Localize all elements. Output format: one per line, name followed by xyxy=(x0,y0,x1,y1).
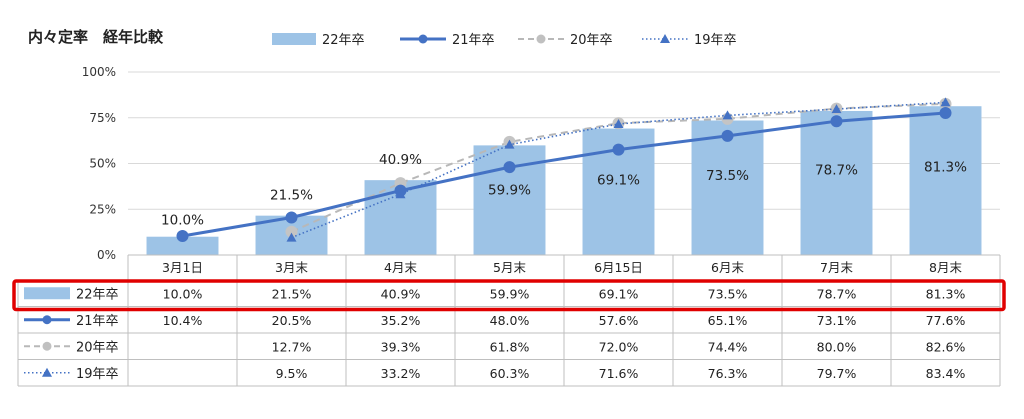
category-label: 3月1日 xyxy=(162,260,203,275)
point xyxy=(176,229,189,242)
table-cell: 21.5% xyxy=(272,286,312,301)
table-cell: 40.9% xyxy=(381,286,421,301)
data-label: 10.0% xyxy=(161,213,204,229)
table-cell: 65.1% xyxy=(708,313,748,328)
data-label: 69.1% xyxy=(597,173,640,189)
table-cell: 61.8% xyxy=(490,339,530,354)
table-cell: 74.4% xyxy=(708,339,748,354)
row-key-marker-icon xyxy=(42,315,52,325)
legend-dotted-line-icon xyxy=(642,33,688,43)
bar xyxy=(691,120,764,256)
bar xyxy=(909,106,982,255)
category-label: 7月末 xyxy=(820,260,853,275)
legend-label-20: 20年卒 xyxy=(570,33,613,48)
table-cell: 77.6% xyxy=(926,313,966,328)
point xyxy=(831,104,842,114)
table-cell: 10.4% xyxy=(163,313,203,328)
category-label: 8月末 xyxy=(929,260,962,275)
point xyxy=(394,184,407,197)
table-cell: 9.5% xyxy=(276,366,308,381)
row-key-bar-icon xyxy=(24,287,70,300)
point xyxy=(503,161,516,174)
y-tick-label: 100% xyxy=(82,65,116,79)
data-label: 81.3% xyxy=(924,160,967,176)
point xyxy=(722,110,733,120)
table-cell: 60.3% xyxy=(490,366,530,381)
category-label: 5月末 xyxy=(493,260,526,275)
row-key-marker-icon xyxy=(42,341,52,351)
highlight-box xyxy=(12,279,1006,312)
table-cell: 12.7% xyxy=(272,339,312,354)
data-label: 21.5% xyxy=(270,188,313,204)
row-label: 21年卒 xyxy=(76,314,119,329)
table-cell: 80.0% xyxy=(817,339,857,354)
y-tick-label: 50% xyxy=(89,157,116,171)
category-label: 6月15日 xyxy=(594,260,643,275)
data-label: 59.9% xyxy=(488,182,531,198)
legend-bar-swatch-icon xyxy=(272,32,316,45)
table-cell: 83.4% xyxy=(926,366,966,381)
table-cell: 10.0% xyxy=(163,286,203,301)
point xyxy=(830,115,843,128)
table-cell: 35.2% xyxy=(381,313,421,328)
row-label: 22年卒 xyxy=(76,287,119,302)
data-label: 40.9% xyxy=(379,152,422,168)
point xyxy=(286,232,297,242)
y-tick-label: 25% xyxy=(89,202,116,216)
bar xyxy=(800,110,873,255)
y-tick-label: 75% xyxy=(89,111,116,125)
table-cell: 81.3% xyxy=(926,286,966,301)
legend-solid-line-icon xyxy=(400,34,446,43)
table-cell: 20.5% xyxy=(272,313,312,328)
row-key-marker-icon xyxy=(42,367,52,377)
point xyxy=(612,143,625,156)
legend-item-21: 21年卒 xyxy=(400,29,495,48)
point xyxy=(285,211,298,224)
data-label: 73.5% xyxy=(706,168,749,184)
legend-item-19: 19年卒 xyxy=(642,29,737,48)
category-label: 3月末 xyxy=(275,260,308,275)
row-label: 19年卒 xyxy=(76,367,119,382)
point xyxy=(504,139,515,149)
table-cell: 76.3% xyxy=(708,366,748,381)
y-tick-label: 0% xyxy=(97,248,116,262)
table-cell: 59.9% xyxy=(490,286,530,301)
legend-item-20: 20年卒 xyxy=(518,29,613,48)
legend-label-21: 21年卒 xyxy=(452,33,495,48)
table-cell: 78.7% xyxy=(817,286,857,301)
row-label: 20年卒 xyxy=(76,340,119,355)
point xyxy=(939,106,952,119)
table-cell: 48.0% xyxy=(490,313,530,328)
chart-title: 内々定率 経年比較 xyxy=(28,28,164,46)
table-cell: 33.2% xyxy=(381,366,421,381)
category-label: 6月末 xyxy=(711,260,744,275)
table-cell: 72.0% xyxy=(599,339,639,354)
table-cell: 57.6% xyxy=(599,313,639,328)
legend-label-19: 19年卒 xyxy=(694,33,737,48)
series-line-21 xyxy=(182,111,946,238)
table-cell: 82.6% xyxy=(926,339,966,354)
table-cell: 73.5% xyxy=(708,286,748,301)
table-cell: 39.3% xyxy=(381,339,421,354)
legend-item-22: 22年卒 xyxy=(272,29,365,48)
legend-dashed-line-icon xyxy=(518,34,564,43)
table-cell: 69.1% xyxy=(599,286,639,301)
table-cell: 71.6% xyxy=(599,366,639,381)
data-label: 78.7% xyxy=(815,162,858,178)
point xyxy=(940,97,951,107)
bar xyxy=(146,236,219,255)
point xyxy=(721,129,734,142)
point xyxy=(285,225,298,238)
legend-label-22: 22年卒 xyxy=(322,33,365,48)
category-label: 4月末 xyxy=(384,260,417,275)
table-cell: 79.7% xyxy=(817,366,857,381)
point xyxy=(613,118,624,128)
table-cell: 73.1% xyxy=(817,313,857,328)
